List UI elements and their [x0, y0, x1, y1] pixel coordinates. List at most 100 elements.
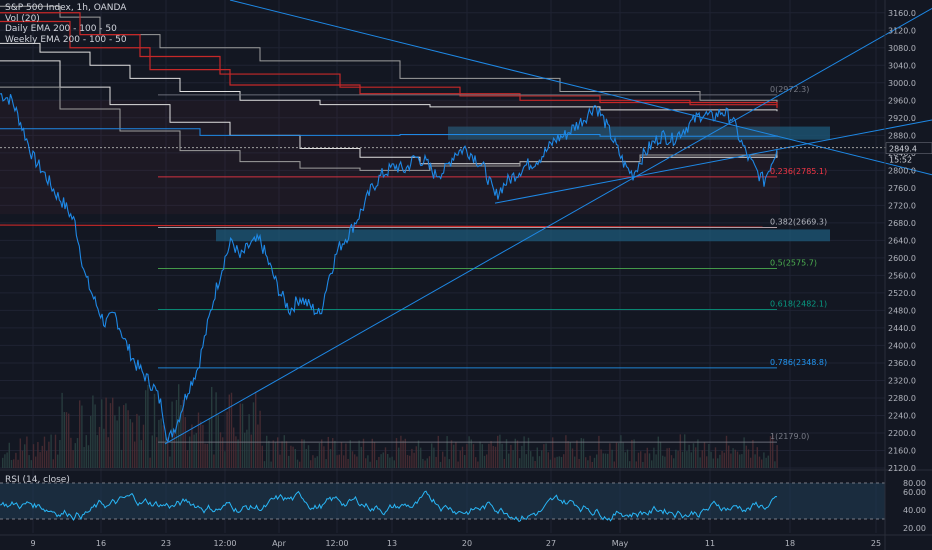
volume-bar — [585, 457, 587, 468]
volume-bar — [263, 461, 266, 468]
volume-bar — [395, 438, 398, 468]
price-tick-label: 2920.0 — [888, 114, 916, 123]
price-tick-label: 2200.0 — [888, 429, 916, 438]
volume-bar — [175, 399, 178, 468]
volume-bar — [32, 444, 35, 468]
study-daily-ema[interactable]: Daily EMA 200 - 100 - 50 — [5, 24, 117, 34]
volume-bar — [750, 457, 752, 468]
study-weekly-ema[interactable]: Weekly EMA 200 - 100 - 50 — [5, 34, 127, 45]
volume-bar — [178, 384, 180, 468]
volume-bar — [679, 434, 681, 468]
time-tick-label: 11 — [705, 539, 715, 548]
volume-bar — [637, 452, 640, 468]
volume-bar — [285, 441, 288, 468]
volume-bar — [607, 453, 609, 468]
volume-bar — [239, 403, 241, 468]
study-volume[interactable]: Vol (20) — [5, 13, 40, 24]
volume-bar — [457, 461, 459, 468]
volume-bar — [527, 437, 530, 468]
volume-bar — [19, 438, 21, 468]
volume-bar — [406, 455, 409, 468]
volume-bar — [657, 436, 659, 468]
volume-bar — [347, 458, 349, 468]
volume-bar — [752, 440, 754, 468]
volume-bar — [508, 453, 510, 468]
volume-bar — [745, 445, 747, 468]
grid — [0, 0, 885, 533]
volume-bar — [571, 448, 574, 468]
volume-bar — [50, 434, 52, 468]
fibonacci-levels: 0(2972.3)0.236(2785.1)0.382(2669.3)0.5(2… — [158, 85, 827, 443]
volume-bar — [725, 435, 728, 468]
volume-bar — [413, 452, 415, 468]
volume-bar — [596, 454, 598, 468]
volume-bar — [624, 452, 626, 468]
volume-bar — [448, 459, 450, 468]
volume-bar — [543, 444, 545, 468]
volume-bar — [138, 415, 140, 468]
volume-bar — [739, 454, 741, 468]
volume-bar — [134, 441, 136, 468]
volume-bar — [433, 447, 435, 468]
volume-bar — [763, 452, 765, 468]
trendline-falling — [229, 0, 932, 176]
time-tick-label: 25 — [871, 539, 881, 548]
fib-level-label: 0.618(2482.1) — [770, 299, 827, 308]
volume-bar — [314, 457, 316, 468]
volume-bar — [147, 385, 149, 468]
volume-bar — [646, 447, 648, 468]
volume-bar — [453, 444, 455, 468]
volume-bar — [626, 449, 629, 468]
rsi-legend[interactable]: RSI (14, close) — [5, 475, 70, 485]
volume-bar — [63, 412, 65, 468]
price-tick-label: 2560.0 — [888, 271, 916, 280]
rsi-pane — [0, 469, 932, 523]
volume-bar — [459, 450, 461, 468]
volume-bar — [193, 434, 195, 468]
volume-bar — [613, 461, 615, 468]
volume-bar — [125, 403, 127, 468]
volume-bar — [83, 446, 85, 468]
volume-bar — [131, 422, 134, 468]
volume-bar — [765, 457, 767, 468]
volume-bar — [444, 456, 446, 468]
volume-bar — [723, 452, 725, 468]
rsi-tick-label: 60.00 — [903, 488, 926, 497]
volume-bar — [241, 403, 244, 468]
volume-bar — [642, 461, 644, 468]
volume-bar — [373, 442, 376, 468]
price-series — [0, 93, 778, 443]
volume-bar — [499, 434, 501, 468]
volume-bar — [653, 447, 655, 468]
volume-bar — [384, 447, 387, 468]
volume-bar — [109, 403, 112, 468]
volume-bar — [362, 438, 365, 468]
volume-bar — [283, 435, 285, 468]
volume-bar — [274, 442, 277, 468]
volume-bar — [736, 451, 739, 468]
price-tick-label: 3160.0 — [888, 9, 916, 18]
volume-bar — [112, 397, 114, 468]
volume-bar — [228, 394, 230, 468]
volume-bar — [4, 454, 6, 468]
price-tick-label: 3000.0 — [888, 79, 916, 88]
volume-bar — [323, 446, 325, 468]
volume-bar — [195, 433, 197, 468]
volume-bar — [6, 452, 8, 468]
volume-bar — [103, 428, 105, 468]
volume-bar — [237, 439, 239, 468]
volume-bar — [486, 454, 488, 468]
volume-bar — [318, 442, 321, 468]
volume-bar — [235, 436, 237, 468]
volume-bar — [219, 432, 222, 468]
volume-bar — [670, 455, 673, 468]
volume-bar — [435, 456, 437, 468]
time-tick-label: 12:00 — [213, 539, 236, 548]
volume-bar — [54, 434, 57, 468]
volume-bar — [714, 447, 717, 468]
support-zone — [216, 229, 830, 242]
volume-bar — [640, 451, 642, 468]
volume-bar — [206, 443, 208, 468]
volume-bar — [587, 460, 589, 468]
